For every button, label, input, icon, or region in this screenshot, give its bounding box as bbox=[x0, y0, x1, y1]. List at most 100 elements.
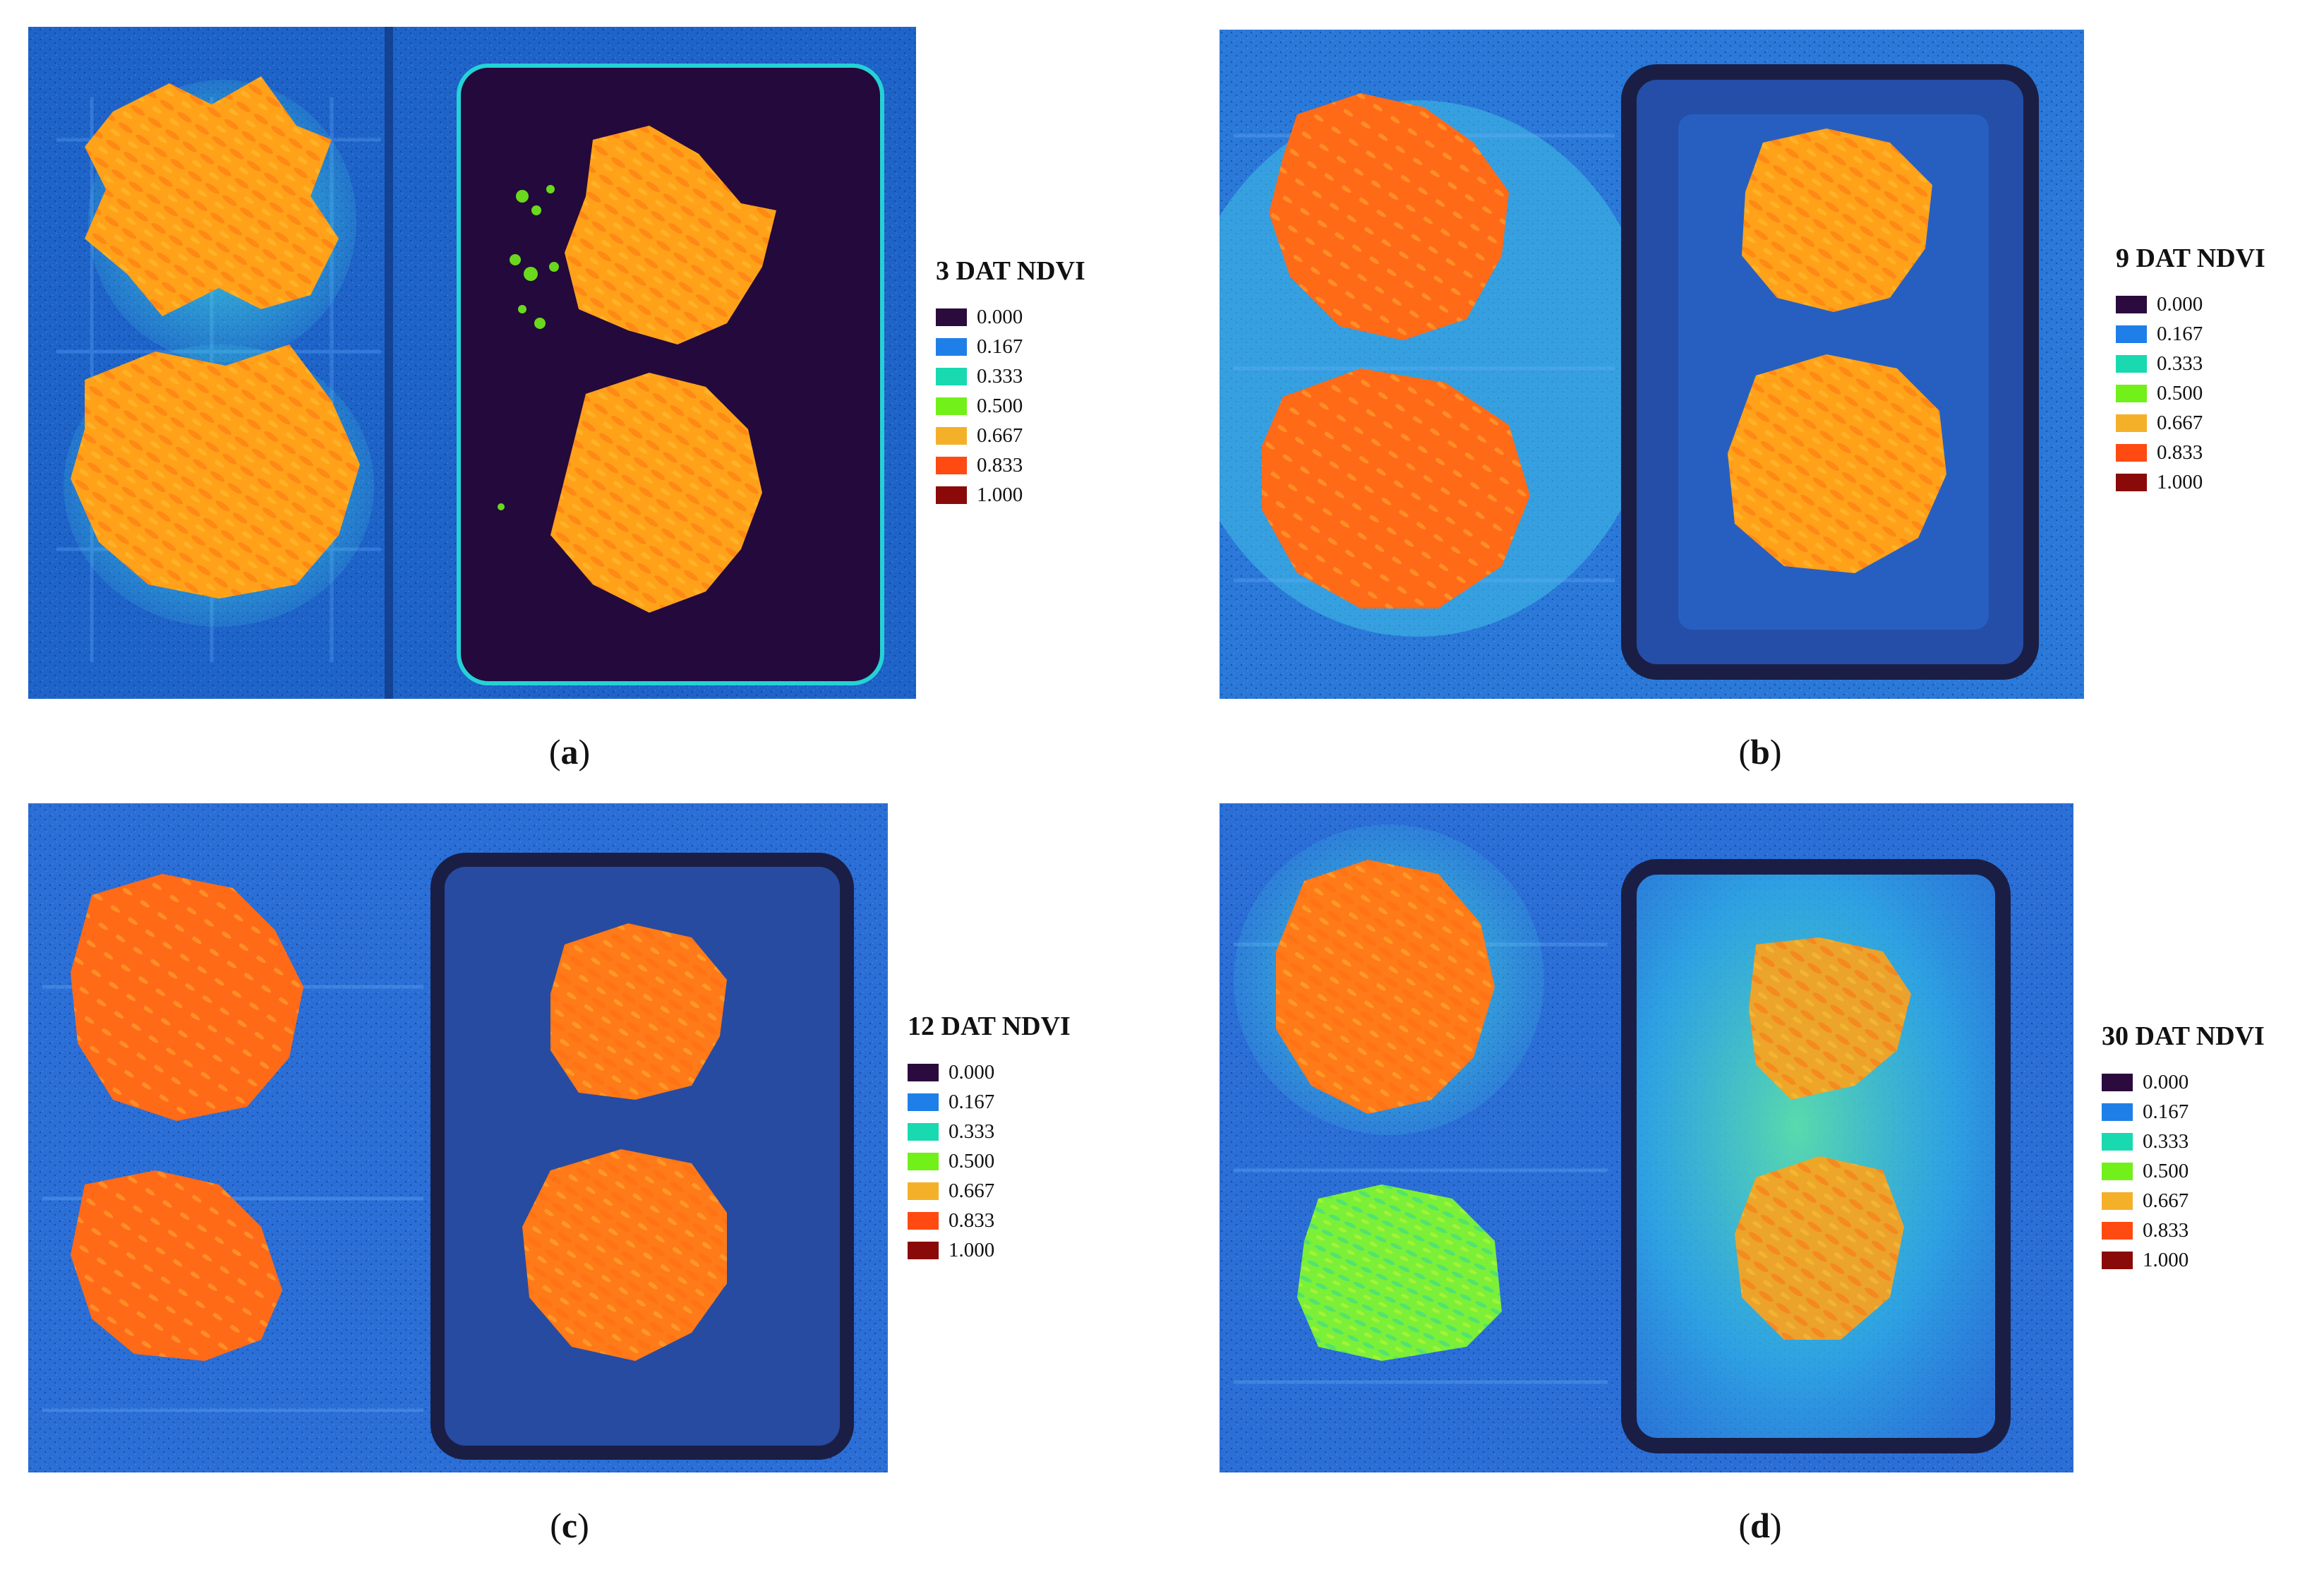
legend-row: 0.833 bbox=[936, 450, 1085, 480]
legend-swatch bbox=[936, 426, 967, 445]
legend-row: 0.500 bbox=[2102, 1156, 2265, 1186]
legend-d: 30 DAT NDVI 0.000 0.167 0.333 0.500 0.667 0.8… bbox=[2102, 1021, 2265, 1275]
legend-row: 1.000 bbox=[2102, 1245, 2265, 1275]
caption-label: c bbox=[561, 1506, 578, 1545]
legend-value: 0.667 bbox=[2143, 1189, 2189, 1212]
legend-value: 0.833 bbox=[949, 1208, 995, 1232]
legend-value: 0.333 bbox=[949, 1120, 995, 1143]
legend-value: 0.500 bbox=[949, 1149, 995, 1172]
legend-swatch bbox=[908, 1063, 939, 1081]
legend-value: 0.167 bbox=[2143, 1100, 2189, 1123]
legend-value: 0.000 bbox=[2157, 292, 2203, 316]
caption-b: (b) bbox=[1738, 732, 1782, 772]
ndvi-image-b bbox=[1220, 30, 2084, 699]
legend-value: 0.833 bbox=[2143, 1218, 2189, 1242]
legend-value: 1.000 bbox=[2157, 470, 2203, 493]
legend-swatch bbox=[2116, 473, 2147, 491]
legend-row: 0.667 bbox=[908, 1176, 1071, 1206]
legend-swatch bbox=[936, 397, 967, 415]
legend-swatch bbox=[908, 1182, 939, 1200]
legend-swatch bbox=[2102, 1073, 2133, 1091]
legend-row: 0.833 bbox=[908, 1206, 1071, 1235]
legend-value: 0.000 bbox=[977, 305, 1023, 328]
legend-row: 0.500 bbox=[908, 1146, 1071, 1176]
legend-value: 1.000 bbox=[949, 1238, 995, 1261]
legend-swatch bbox=[2102, 1103, 2133, 1121]
ndvi-image-a bbox=[28, 27, 916, 699]
legend-value: 0.833 bbox=[977, 453, 1023, 476]
legend-swatch bbox=[908, 1122, 939, 1141]
legend-row: 0.000 bbox=[936, 302, 1085, 332]
legend-row: 0.500 bbox=[2116, 378, 2265, 408]
legend-swatch bbox=[936, 456, 967, 474]
legend-value: 0.333 bbox=[977, 364, 1023, 388]
legend-value: 0.667 bbox=[949, 1179, 995, 1202]
legend-swatch bbox=[2102, 1251, 2133, 1269]
legend-swatch bbox=[2102, 1192, 2133, 1210]
legend-row: 0.167 bbox=[2116, 319, 2265, 349]
legend-value: 0.167 bbox=[949, 1090, 995, 1113]
legend-swatch bbox=[936, 337, 967, 356]
ndvi-image-c bbox=[28, 803, 888, 1472]
legend-value: 0.000 bbox=[2143, 1070, 2189, 1093]
legend-value: 0.833 bbox=[2157, 440, 2203, 464]
caption-c: (c) bbox=[550, 1506, 589, 1545]
legend-row: 0.500 bbox=[936, 391, 1085, 421]
caption-d: (d) bbox=[1738, 1506, 1782, 1545]
legend-swatch bbox=[936, 486, 967, 504]
caption-label: b bbox=[1750, 732, 1770, 772]
legend-swatch bbox=[2102, 1162, 2133, 1180]
legend-row: 0.833 bbox=[2116, 438, 2265, 467]
legend-row: 1.000 bbox=[936, 480, 1085, 510]
legend-value: 0.667 bbox=[2157, 411, 2203, 434]
legend-row: 0.333 bbox=[2102, 1127, 2265, 1156]
legend-swatch bbox=[2102, 1132, 2133, 1151]
legend-a: 3 DAT NDVI 0.000 0.167 0.333 0.500 0.667 0.83… bbox=[936, 256, 1085, 510]
caption-label: d bbox=[1750, 1506, 1770, 1545]
legend-row: 0.667 bbox=[936, 421, 1085, 450]
legend-value: 0.000 bbox=[949, 1060, 995, 1084]
legend-row: 0.000 bbox=[2116, 289, 2265, 319]
legend-row: 1.000 bbox=[2116, 467, 2265, 497]
legend-swatch bbox=[2116, 443, 2147, 462]
legend-row: 0.167 bbox=[908, 1087, 1071, 1117]
legend-row: 0.000 bbox=[908, 1057, 1071, 1087]
legend-value: 0.167 bbox=[977, 335, 1023, 358]
legend-swatch bbox=[908, 1152, 939, 1170]
legend-swatch bbox=[2116, 384, 2147, 402]
legend-swatch bbox=[2116, 325, 2147, 343]
legend-row: 0.333 bbox=[2116, 349, 2265, 378]
legend-title: 30 DAT NDVI bbox=[2102, 1021, 2265, 1051]
legend-row: 0.667 bbox=[2116, 408, 2265, 438]
legend-value: 0.333 bbox=[2143, 1129, 2189, 1153]
legend-swatch bbox=[908, 1211, 939, 1230]
legend-row: 0.167 bbox=[936, 332, 1085, 361]
legend-value: 0.500 bbox=[2143, 1159, 2189, 1182]
legend-c: 12 DAT NDVI 0.000 0.167 0.333 0.500 0.667 0.8… bbox=[908, 1011, 1071, 1265]
legend-row: 0.333 bbox=[908, 1117, 1071, 1146]
legend-swatch bbox=[2116, 414, 2147, 432]
legend-swatch bbox=[2102, 1221, 2133, 1240]
legend-value: 1.000 bbox=[977, 483, 1023, 506]
legend-swatch bbox=[908, 1093, 939, 1111]
legend-row: 0.333 bbox=[936, 361, 1085, 391]
legend-row: 1.000 bbox=[908, 1235, 1071, 1265]
ndvi-image-d bbox=[1220, 803, 2073, 1472]
legend-value: 0.333 bbox=[2157, 352, 2203, 375]
legend-swatch bbox=[2116, 295, 2147, 313]
legend-value: 0.500 bbox=[977, 394, 1023, 417]
legend-title: 9 DAT NDVI bbox=[2116, 244, 2265, 273]
legend-swatch bbox=[908, 1241, 939, 1259]
legend-row: 0.000 bbox=[2102, 1067, 2265, 1097]
caption-label: a bbox=[560, 732, 579, 772]
legend-value: 1.000 bbox=[2143, 1248, 2189, 1271]
legend-row: 0.167 bbox=[2102, 1097, 2265, 1127]
legend-value: 0.500 bbox=[2157, 381, 2203, 404]
legend-swatch bbox=[2116, 354, 2147, 373]
legend-row: 0.667 bbox=[2102, 1186, 2265, 1216]
caption-a: (a) bbox=[548, 732, 591, 772]
legend-row: 0.833 bbox=[2102, 1216, 2265, 1245]
legend-value: 0.167 bbox=[2157, 322, 2203, 345]
legend-swatch bbox=[936, 367, 967, 385]
legend-title: 3 DAT NDVI bbox=[936, 256, 1085, 286]
